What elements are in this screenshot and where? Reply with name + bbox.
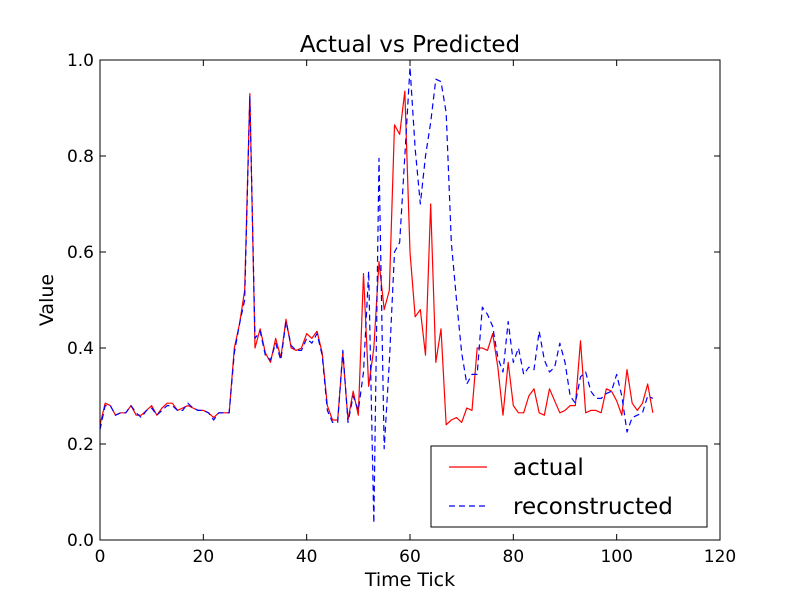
x-tick-label: 60 — [399, 547, 421, 567]
y-tick-label: 0.4 — [67, 339, 94, 359]
y-axis: 0.0 0.2 0.4 0.6 0.8 1.0 — [67, 51, 720, 551]
series-layer — [100, 66, 654, 524]
y-tick-label: 1.0 — [67, 51, 94, 71]
x-tick-label: 100 — [600, 547, 632, 567]
x-tick-label: 20 — [193, 547, 215, 567]
y-tick-label: 0.2 — [67, 435, 94, 455]
y-tick-label: 0.6 — [67, 243, 94, 263]
y-axis-label: Value — [36, 274, 58, 326]
x-tick-label: 120 — [704, 547, 736, 567]
legend-label-actual: actual — [513, 455, 584, 481]
x-tick-label: 80 — [503, 547, 525, 567]
legend-box — [430, 445, 708, 528]
legend: actual reconstructed — [430, 445, 708, 528]
y-tick-label: 0.8 — [67, 147, 94, 167]
series-line-reconstructed — [100, 66, 654, 524]
chart-title: Actual vs Predicted — [300, 32, 520, 58]
legend-label-reconstructed: reconstructed — [513, 494, 673, 520]
x-tick-label: 0 — [95, 547, 106, 567]
x-axis: 0 20 40 60 80 100 120 — [95, 60, 736, 567]
x-tick-label: 40 — [296, 547, 318, 567]
x-axis-label: Time Tick — [364, 569, 455, 591]
y-tick-label: 0.0 — [67, 531, 94, 551]
series-line-actual — [100, 90, 654, 426]
